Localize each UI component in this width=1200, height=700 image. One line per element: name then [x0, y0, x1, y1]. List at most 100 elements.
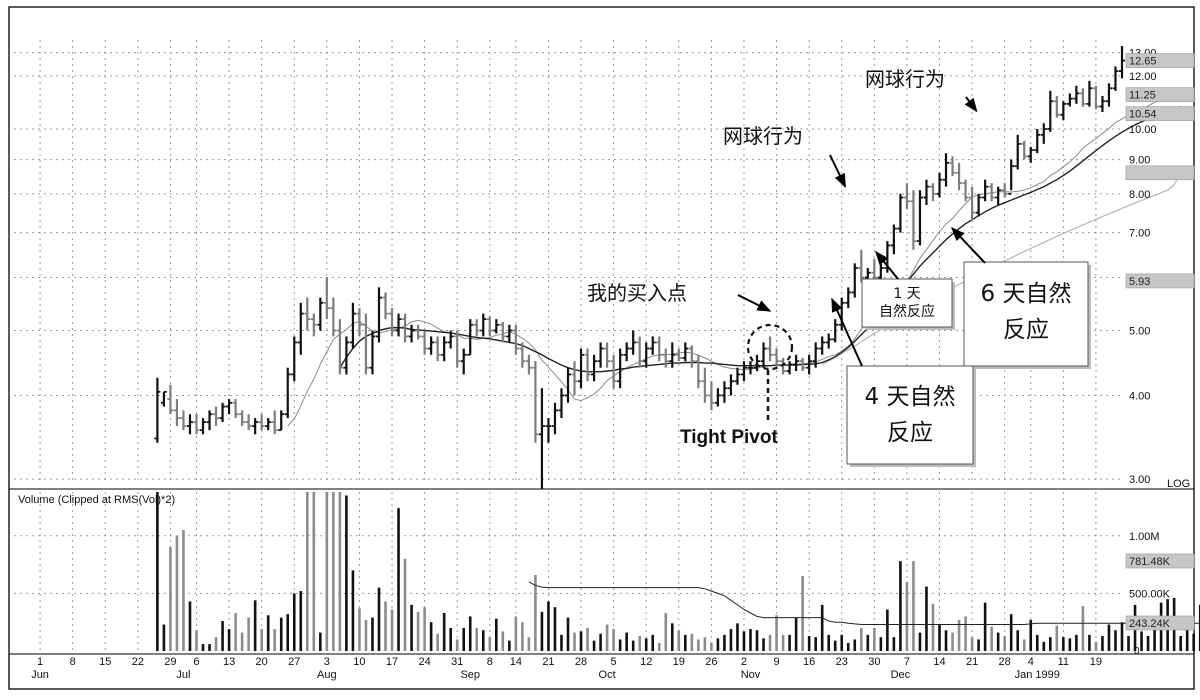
- price-value-tag: [1125, 53, 1195, 68]
- price-bar: [982, 179, 989, 202]
- price-bar: [662, 348, 669, 368]
- price-bar: [382, 292, 389, 320]
- price-bar: [258, 414, 265, 431]
- price-bar: [173, 399, 180, 427]
- price-value-tag-label: 10.54: [1129, 109, 1157, 121]
- date-tick-label: 21: [542, 656, 554, 668]
- price-value-tag: [1125, 87, 1195, 102]
- price-bar: [525, 354, 532, 375]
- price-bar: [845, 287, 852, 309]
- price-bar: [512, 324, 519, 355]
- price-bar: [832, 319, 839, 343]
- month-label: Sep: [460, 669, 480, 681]
- price-bar: [825, 333, 832, 349]
- date-tick-label: 16: [803, 656, 815, 668]
- price-bar: [1073, 85, 1080, 104]
- price-bar: [180, 410, 187, 431]
- annotation-arrow-1-day: [875, 250, 899, 280]
- price-bar: [591, 354, 598, 382]
- price-bar: [767, 336, 774, 362]
- date-tick-label: 13: [223, 656, 235, 668]
- price-bar: [584, 348, 591, 382]
- price-bar: [923, 179, 930, 205]
- price-bar: [154, 377, 161, 443]
- price-bar: [506, 324, 513, 343]
- price-bar: [656, 336, 663, 362]
- price-tick-label: 4.00: [1129, 390, 1150, 402]
- price-bar: [949, 156, 956, 177]
- price-tick-label: 8.00: [1129, 189, 1150, 201]
- price-bar: [943, 153, 950, 187]
- price-value-tag-label: 5.93: [1129, 276, 1150, 288]
- price-bar: [806, 354, 813, 375]
- volume-axis: Volume (Clipped at RMS(Vol)*2) 1.00M 500.0…: [18, 494, 1195, 657]
- price-bar: [1112, 66, 1119, 91]
- price-bar: [649, 336, 656, 355]
- price-bar: [962, 179, 969, 202]
- volume-zero-label: 0: [1134, 646, 1140, 657]
- price-bar: [1014, 134, 1021, 170]
- price-bar: [956, 162, 963, 191]
- price-bar: [988, 183, 995, 202]
- annotation-arrow-buy-point: [737, 294, 772, 312]
- price-bar: [1047, 90, 1054, 132]
- price-bar: [167, 384, 174, 415]
- month-label: Jun: [31, 669, 49, 681]
- date-tick-label: 30: [868, 656, 880, 668]
- price-bar: [747, 361, 754, 375]
- price-bar: [1053, 95, 1060, 118]
- price-bar: [780, 357, 787, 375]
- date-tick-label: 27: [288, 656, 300, 668]
- price-bar: [727, 374, 734, 396]
- price-bar: [160, 390, 167, 407]
- date-tick-label: 19: [673, 656, 685, 668]
- price-bar: [317, 297, 324, 331]
- price-bar: [1092, 85, 1099, 110]
- moving-average-long: [339, 105, 1181, 373]
- price-bar: [1021, 140, 1028, 160]
- price-bar: [336, 319, 343, 375]
- date-tick-label: 26: [705, 656, 717, 668]
- price-axis: 13.0012.0010.009.008.007.006.005.004.003…: [1125, 48, 1195, 490]
- annotation-arrow-4-day: [831, 297, 863, 367]
- price-bar: [447, 330, 454, 349]
- annotation-tennis-ball-1: 网球行为: [723, 124, 803, 148]
- price-bar: [975, 193, 982, 217]
- date-tick-label: 1: [37, 656, 43, 668]
- price-value-tag-label: 12.65: [1129, 56, 1157, 68]
- price-bar: [571, 361, 578, 396]
- price-bar: [213, 406, 220, 427]
- date-tick-label: 6: [193, 656, 199, 668]
- price-bar: [929, 183, 936, 202]
- price-bar: [565, 367, 571, 403]
- price-tick-label: 12.00: [1129, 71, 1157, 83]
- price-bar: [1060, 101, 1067, 121]
- price-bar: [675, 348, 682, 362]
- price-bar: [773, 348, 780, 368]
- date-tick-label: 21: [966, 656, 978, 668]
- price-bar: [1105, 83, 1112, 107]
- price-bar: [890, 224, 897, 255]
- price-bar: [812, 342, 819, 368]
- price-bar: [819, 336, 826, 355]
- price-bar: [688, 345, 695, 368]
- annotation-4-day-text: 反应: [887, 420, 933, 446]
- price-bar: [349, 302, 356, 349]
- date-tick-label: 23: [836, 656, 848, 668]
- price-bar: [538, 388, 545, 489]
- price-bar: [551, 402, 558, 435]
- price-bar: [708, 381, 715, 411]
- price-bar: [799, 357, 806, 372]
- price-bar: [343, 336, 350, 375]
- price-tick-label: 7.00: [1129, 228, 1150, 240]
- date-tick-label: 12: [640, 656, 652, 668]
- price-value-tag: [1125, 106, 1195, 121]
- date-tick-label: 8: [487, 656, 493, 668]
- annotation-4-day-text: 4 天自然: [865, 384, 956, 410]
- annotation-arrow-6-day: [951, 226, 986, 264]
- moving-average-short: [287, 87, 1181, 427]
- price-bar: [200, 418, 207, 435]
- price-bar: [1034, 128, 1041, 154]
- date-tick-label: 29: [164, 656, 176, 668]
